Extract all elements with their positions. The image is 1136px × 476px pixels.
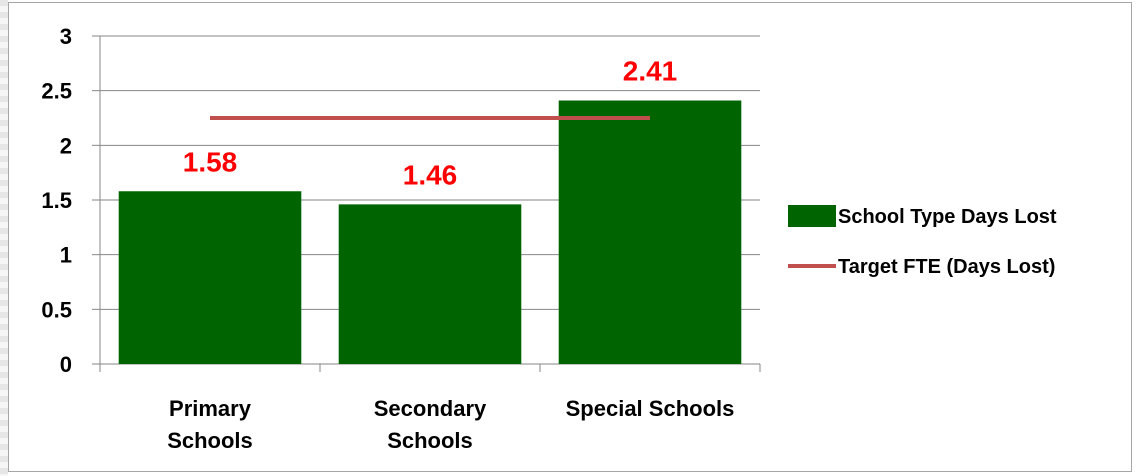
bars — [118, 100, 742, 365]
legend: School Type Days Lost Target FTE (Days Lo… — [788, 205, 1057, 278]
axes: 0 0.5 1 1.5 2 2.5 3 Primary Schools Secondary Scho… — [41, 24, 761, 453]
bar — [338, 204, 522, 364]
y-tick-label: 0.5 — [41, 297, 72, 322]
data-labels: 1.58 1.46 2.41 — [183, 56, 678, 191]
x-category-label: Schools — [167, 428, 253, 453]
legend-label-line: Target FTE (Days Lost) — [838, 256, 1055, 278]
x-category-label: Schools — [387, 428, 473, 453]
x-category-label: Primary — [169, 396, 252, 421]
x-category-label: Special Schools — [566, 396, 735, 421]
y-tick-label: 1.5 — [41, 188, 72, 213]
y-tick-label: 3 — [60, 24, 72, 49]
bar — [558, 100, 742, 365]
legend-swatch-bars — [788, 205, 836, 227]
bar — [118, 191, 302, 364]
data-label: 1.58 — [183, 146, 238, 177]
data-label: 1.46 — [403, 159, 458, 190]
x-category-label: Secondary — [374, 396, 487, 421]
data-label: 2.41 — [623, 56, 678, 87]
y-tick-label: 1 — [60, 243, 72, 268]
y-tick-label: 2.5 — [41, 79, 72, 104]
left-decorative-rail — [0, 0, 8, 476]
y-tick-label: 2 — [60, 133, 72, 158]
legend-label-bars: School Type Days Lost — [838, 206, 1057, 228]
y-tick-label: 0 — [60, 352, 72, 377]
